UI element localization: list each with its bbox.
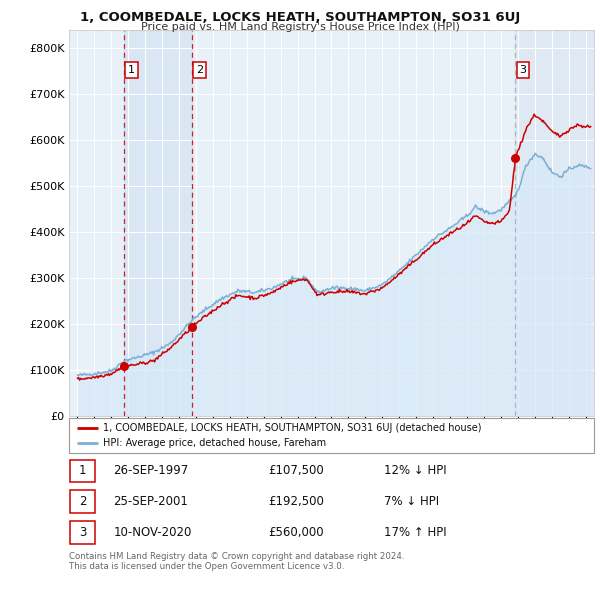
Text: 3: 3 (79, 526, 86, 539)
Text: 25-SEP-2001: 25-SEP-2001 (113, 495, 188, 508)
Text: 1, COOMBEDALE, LOCKS HEATH, SOUTHAMPTON, SO31 6UJ: 1, COOMBEDALE, LOCKS HEATH, SOUTHAMPTON,… (80, 11, 520, 24)
Bar (515, 30, 594, 416)
FancyBboxPatch shape (69, 418, 594, 453)
Text: 2: 2 (79, 495, 86, 508)
Text: Contains HM Land Registry data © Crown copyright and database right 2024.
This d: Contains HM Land Registry data © Crown c… (69, 552, 404, 571)
FancyBboxPatch shape (70, 521, 95, 543)
Text: £560,000: £560,000 (269, 526, 324, 539)
Text: 26-SEP-1997: 26-SEP-1997 (113, 464, 189, 477)
Text: 3: 3 (520, 65, 527, 75)
Text: 7% ↓ HPI: 7% ↓ HPI (384, 495, 439, 508)
Text: £107,500: £107,500 (269, 464, 324, 477)
Text: 12% ↓ HPI: 12% ↓ HPI (384, 464, 446, 477)
Text: 10-NOV-2020: 10-NOV-2020 (113, 526, 192, 539)
Text: £192,500: £192,500 (269, 495, 325, 508)
Text: 1: 1 (128, 65, 135, 75)
Text: 1: 1 (79, 464, 86, 477)
Text: Price paid vs. HM Land Registry's House Price Index (HPI): Price paid vs. HM Land Registry's House … (140, 22, 460, 32)
Text: 2: 2 (196, 65, 203, 75)
FancyBboxPatch shape (70, 490, 95, 513)
Text: HPI: Average price, detached house, Fareham: HPI: Average price, detached house, Fare… (103, 438, 326, 448)
Bar (124, 30, 191, 416)
Text: 1, COOMBEDALE, LOCKS HEATH, SOUTHAMPTON, SO31 6UJ (detached house): 1, COOMBEDALE, LOCKS HEATH, SOUTHAMPTON,… (103, 422, 482, 432)
Text: 17% ↑ HPI: 17% ↑ HPI (384, 526, 446, 539)
FancyBboxPatch shape (70, 460, 95, 482)
